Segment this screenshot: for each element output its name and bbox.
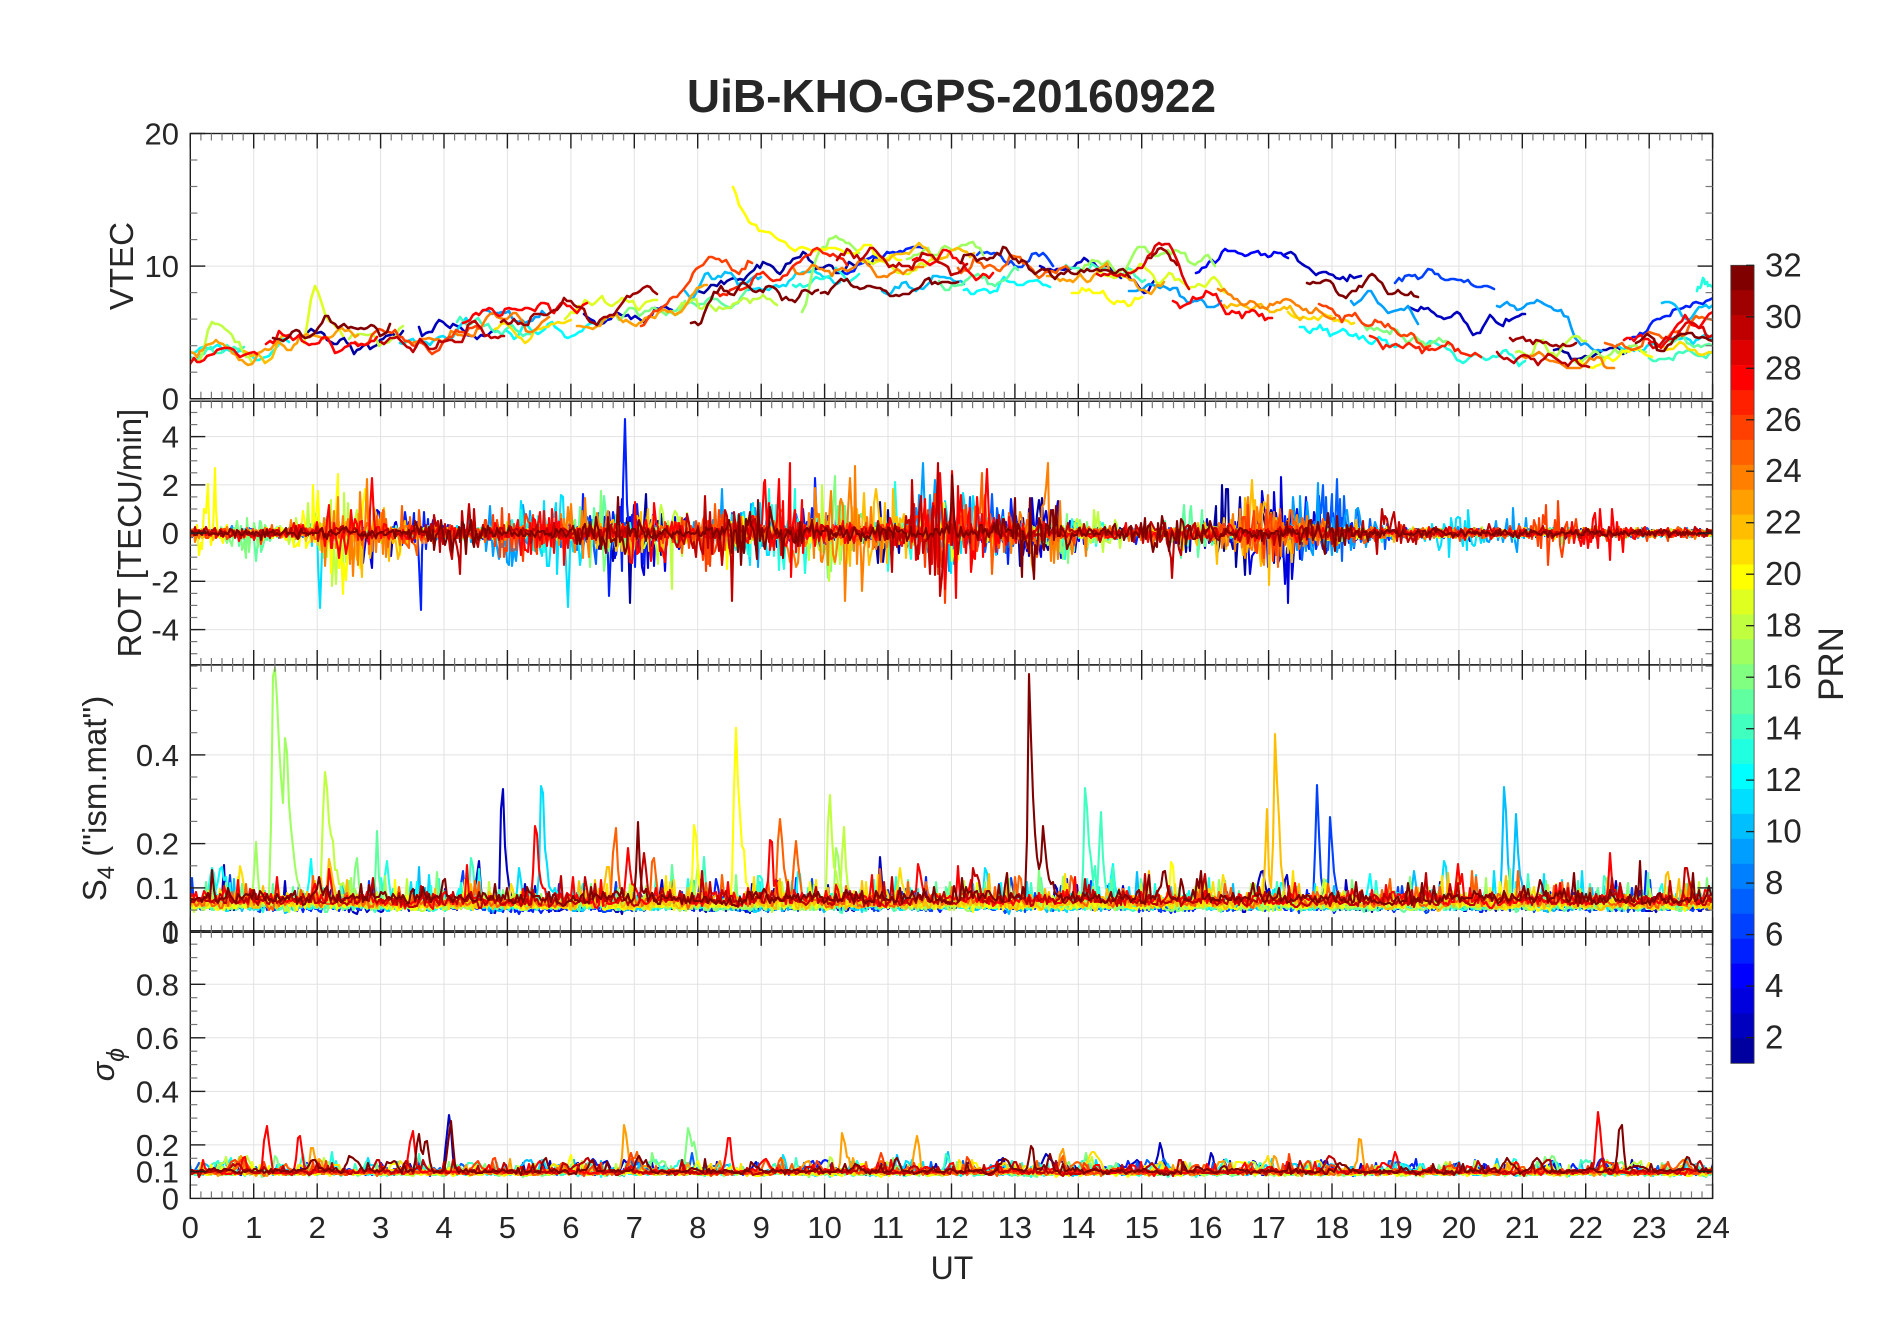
svg-text:12: 12 <box>934 1210 968 1245</box>
svg-text:8: 8 <box>689 1210 706 1245</box>
svg-text:20: 20 <box>1442 1210 1476 1245</box>
svg-text:0.1: 0.1 <box>136 1155 179 1190</box>
svg-text:11: 11 <box>872 1210 904 1245</box>
svg-text:ROT [TECU/min]: ROT [TECU/min] <box>111 409 148 658</box>
svg-text:6: 6 <box>562 1210 579 1245</box>
svg-text:17: 17 <box>1251 1210 1285 1245</box>
svg-text:0.1: 0.1 <box>136 871 179 906</box>
svg-text:20: 20 <box>145 117 179 152</box>
svg-text:-2: -2 <box>151 564 179 599</box>
svg-text:23: 23 <box>1632 1210 1666 1245</box>
svg-text:0.4: 0.4 <box>136 1074 179 1109</box>
svg-text:13: 13 <box>998 1210 1032 1245</box>
svg-text:14: 14 <box>1765 710 1802 747</box>
svg-text:0: 0 <box>162 516 179 551</box>
svg-text:0.2: 0.2 <box>136 827 179 862</box>
svg-text:10: 10 <box>145 249 179 284</box>
svg-text:UT: UT <box>931 1250 974 1286</box>
svg-text:12: 12 <box>1765 761 1802 798</box>
svg-text:5: 5 <box>499 1210 516 1245</box>
svg-text:6: 6 <box>1765 916 1783 953</box>
svg-text:0: 0 <box>182 1210 199 1245</box>
svg-text:24: 24 <box>1695 1210 1729 1245</box>
svg-text:8: 8 <box>1765 864 1783 901</box>
svg-text:0: 0 <box>162 1181 179 1216</box>
svg-text:22: 22 <box>1568 1210 1602 1245</box>
svg-text:UiB-KHO-GPS-20160922: UiB-KHO-GPS-20160922 <box>687 70 1216 122</box>
svg-text:-4: -4 <box>151 613 179 648</box>
svg-text:PRN: PRN <box>1812 627 1851 701</box>
svg-text:4: 4 <box>162 420 179 455</box>
svg-text:2: 2 <box>162 468 179 503</box>
svg-text:30: 30 <box>1765 298 1802 335</box>
svg-text:26: 26 <box>1765 401 1802 438</box>
svg-text:0.8: 0.8 <box>136 967 179 1002</box>
svg-text:1: 1 <box>162 914 179 949</box>
svg-text:16: 16 <box>1765 658 1802 695</box>
svg-text:20: 20 <box>1765 555 1802 592</box>
svg-text:2: 2 <box>1765 1019 1783 1056</box>
svg-text:0.2: 0.2 <box>136 1128 179 1163</box>
svg-text:10: 10 <box>807 1210 841 1245</box>
svg-text:3: 3 <box>372 1210 389 1245</box>
svg-text:0: 0 <box>162 915 179 950</box>
svg-text:18: 18 <box>1315 1210 1349 1245</box>
svg-text:16: 16 <box>1188 1210 1222 1245</box>
svg-text:22: 22 <box>1765 504 1802 541</box>
svg-text:14: 14 <box>1061 1210 1095 1245</box>
svg-text:10: 10 <box>1765 813 1802 850</box>
svg-text:28: 28 <box>1765 349 1802 386</box>
svg-text:19: 19 <box>1378 1210 1412 1245</box>
svg-text:4: 4 <box>435 1210 452 1245</box>
svg-text:4: 4 <box>1765 967 1783 1004</box>
svg-text:21: 21 <box>1505 1210 1539 1245</box>
svg-text:9: 9 <box>753 1210 770 1245</box>
svg-text:18: 18 <box>1765 607 1802 644</box>
svg-text:VTEC: VTEC <box>103 222 140 310</box>
svg-text:0.6: 0.6 <box>136 1021 179 1056</box>
svg-text:2: 2 <box>309 1210 326 1245</box>
svg-text:S4 ("ism.mat"): S4 ("ism.mat") <box>76 696 120 901</box>
svg-text:7: 7 <box>626 1210 643 1245</box>
svg-text:0: 0 <box>162 382 179 417</box>
svg-text:0.4: 0.4 <box>136 738 179 773</box>
svg-text:32: 32 <box>1765 246 1802 283</box>
svg-text:24: 24 <box>1765 452 1802 489</box>
svg-text:1: 1 <box>245 1210 262 1245</box>
svg-text:15: 15 <box>1124 1210 1158 1245</box>
